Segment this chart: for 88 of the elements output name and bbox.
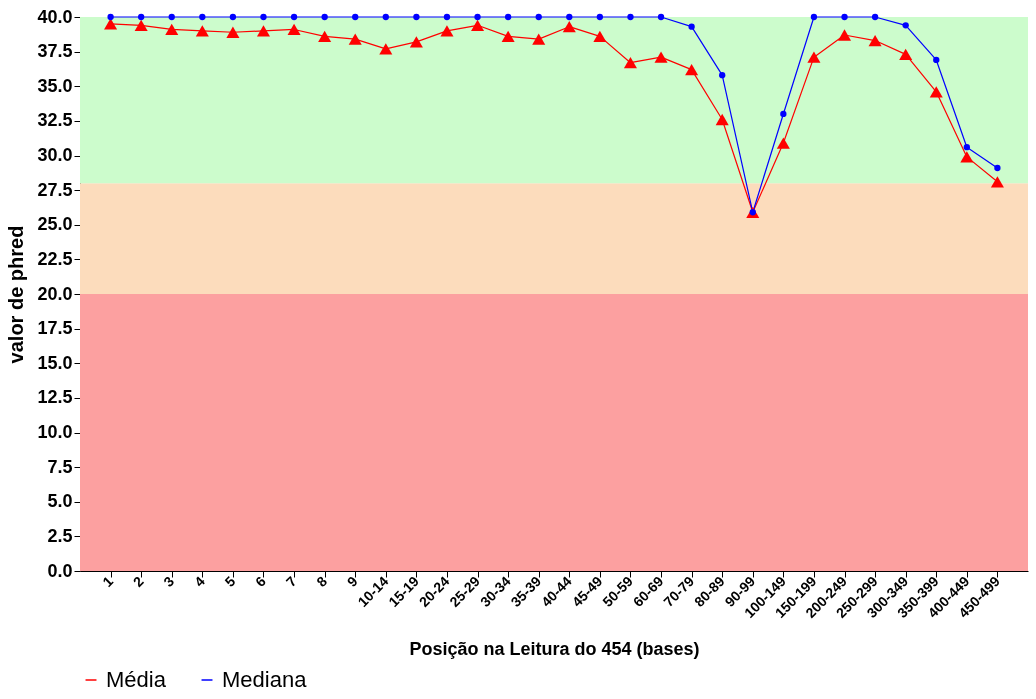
point <box>199 13 206 21</box>
point <box>195 25 209 37</box>
y-tick-label: 7.5 <box>47 456 73 477</box>
y-tick-label: 5.0 <box>47 491 73 512</box>
point <box>838 29 852 41</box>
point <box>229 13 237 21</box>
legend-label: Média <box>106 667 167 692</box>
y-tick-label: 30.0 <box>37 145 73 165</box>
point <box>562 21 576 33</box>
y-tick-label: 0.0 <box>47 560 73 581</box>
point <box>382 13 389 21</box>
point <box>810 13 818 21</box>
point <box>657 13 665 21</box>
y-tick-label: 10.0 <box>37 422 73 442</box>
point <box>226 26 240 38</box>
y-tick-label: 15.0 <box>37 352 73 373</box>
point <box>933 56 940 64</box>
y-tick-label: 20.0 <box>37 283 73 304</box>
y-tick-label: 25.0 <box>37 214 73 235</box>
point <box>807 51 821 63</box>
y-tick-label: 32.5 <box>37 110 73 131</box>
point <box>107 13 114 21</box>
y-tick-label: 22.5 <box>37 248 73 269</box>
point <box>532 33 546 45</box>
y-tick-label: 35.0 <box>37 75 73 96</box>
point <box>899 48 913 61</box>
legend-label: Mediana <box>222 667 308 692</box>
point <box>990 176 1004 188</box>
point <box>287 23 301 36</box>
point <box>780 110 787 118</box>
point <box>623 57 637 69</box>
point <box>409 36 423 48</box>
point <box>593 30 607 43</box>
point <box>715 113 729 126</box>
point <box>471 19 485 31</box>
y-tick-label: 17.5 <box>37 318 73 339</box>
y-tick-label: 12.5 <box>37 387 73 408</box>
x-tick-label: 5 <box>221 572 239 590</box>
point <box>871 13 879 21</box>
point <box>685 63 699 76</box>
point <box>256 25 270 37</box>
point <box>104 18 118 30</box>
y-tick-label: 37.5 <box>37 41 73 62</box>
point <box>688 23 695 30</box>
y-tick-label: 27.5 <box>37 179 73 200</box>
x-tick-label: 1 <box>99 572 117 590</box>
point <box>501 30 515 43</box>
x-tick-label: 3 <box>160 572 178 590</box>
point <box>318 30 332 43</box>
point <box>654 51 668 63</box>
point <box>627 13 634 21</box>
y-tick-label: 40.0 <box>37 6 73 27</box>
point <box>566 13 573 21</box>
point <box>348 33 362 45</box>
point <box>474 13 481 21</box>
point <box>379 43 393 55</box>
point <box>138 13 145 21</box>
point <box>168 13 175 21</box>
point <box>719 72 726 79</box>
point <box>165 23 179 36</box>
point <box>440 25 454 37</box>
x-tick-label: 4 <box>190 572 208 590</box>
x-axis-title: Posição na Leitura do 454 (bases) <box>409 638 700 659</box>
point <box>841 13 848 21</box>
point <box>960 151 974 163</box>
point <box>776 137 790 149</box>
x-tick-label: 2 <box>129 572 147 590</box>
point <box>868 34 882 47</box>
y-tick-label: 2.5 <box>47 525 73 546</box>
point <box>443 13 451 21</box>
x-tick-label: 7 <box>282 572 300 590</box>
point <box>413 13 420 21</box>
x-tick-label: 6 <box>252 572 270 590</box>
point <box>290 13 298 21</box>
point <box>504 13 512 21</box>
point <box>352 13 359 21</box>
point <box>321 13 328 21</box>
point <box>260 13 267 21</box>
point <box>963 144 970 151</box>
y-axis-title: valor de phred <box>5 225 28 364</box>
point <box>596 13 604 21</box>
point <box>994 164 1001 172</box>
point <box>902 22 909 29</box>
x-tick-label: 8 <box>313 572 331 590</box>
point <box>535 13 542 21</box>
point <box>134 19 148 31</box>
x-tick-label: 9 <box>343 572 361 590</box>
point <box>929 86 943 98</box>
